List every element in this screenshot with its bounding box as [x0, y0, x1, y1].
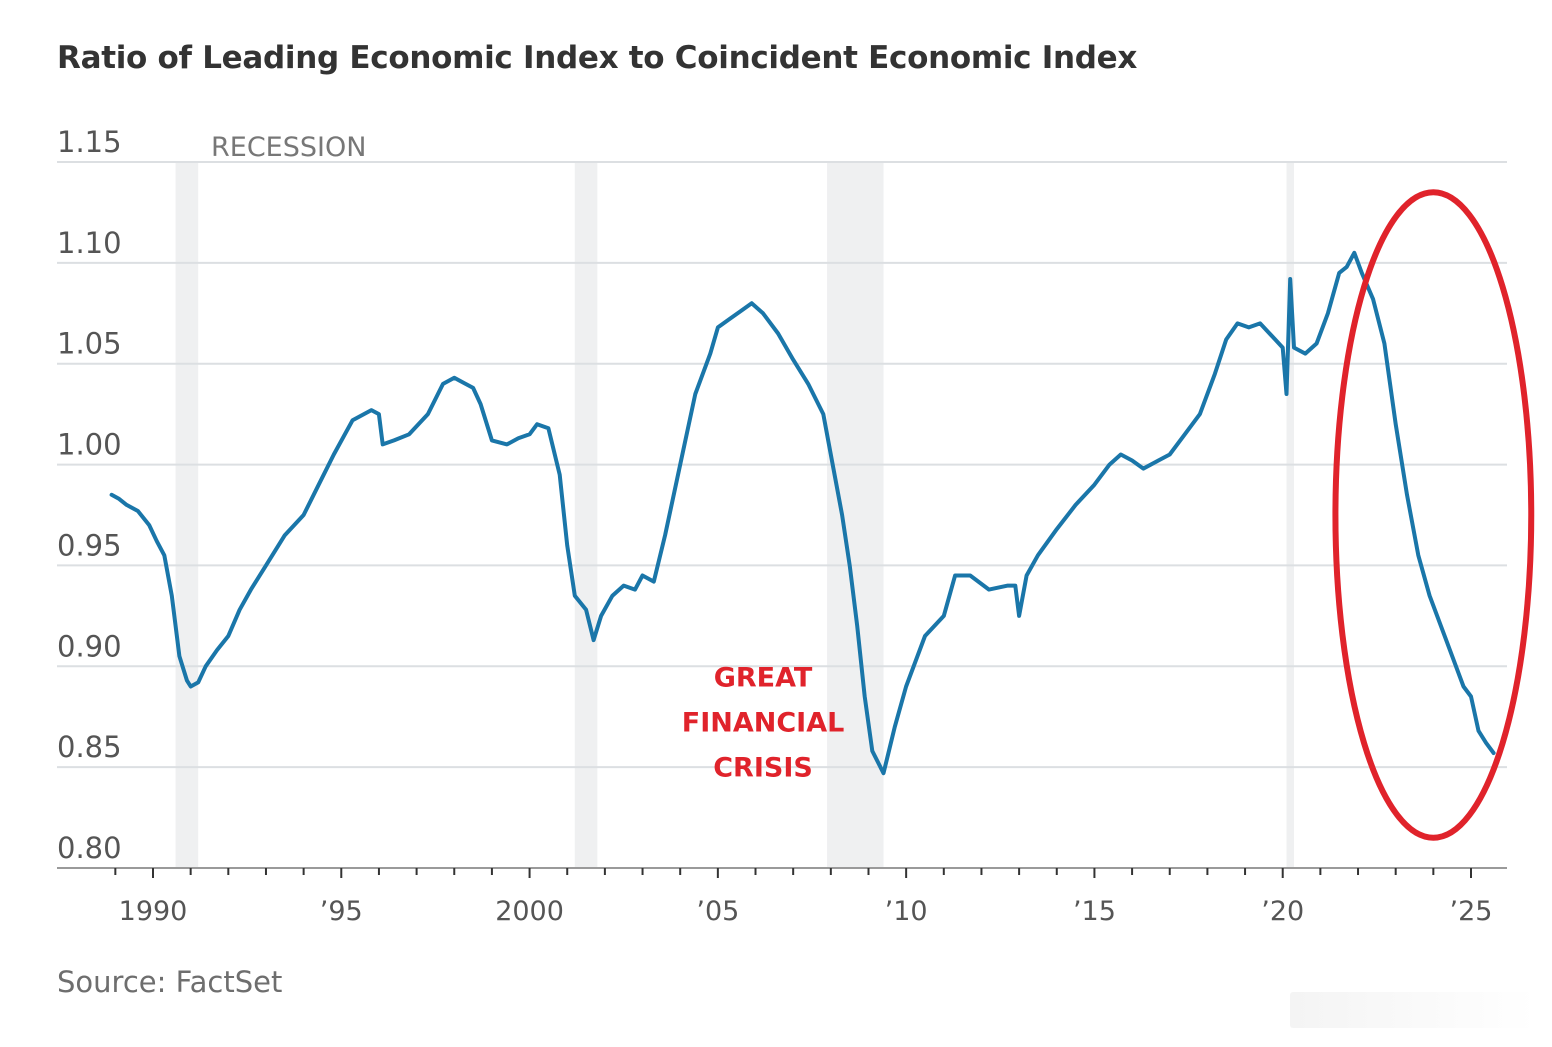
gfc-annotation-line-1: FINANCIAL	[682, 707, 845, 738]
x-tick-label-3: ’05	[696, 896, 739, 927]
recession-bands	[175, 162, 1295, 868]
y-tick-label-0: 0.80	[57, 831, 122, 865]
x-axis-ticks: 1990 ’95 2000 ’05 ’10 ’15 ’20 ’25	[119, 896, 1493, 927]
recession-label: RECESSION	[211, 132, 366, 163]
x-tick-label-7: ’25	[1450, 896, 1493, 927]
x-axis	[57, 867, 1507, 878]
x-tick-label-1: ’95	[320, 896, 363, 927]
recession-band-1	[574, 162, 598, 868]
recession-band-3	[1286, 162, 1295, 868]
x-tick-label-6: ’20	[1261, 896, 1304, 927]
y-tick-label-5: 1.05	[57, 327, 122, 361]
series-layer	[109, 250, 1496, 776]
recession-band-2	[827, 162, 884, 868]
highlight-ellipse	[1332, 189, 1535, 841]
annotations: GREAT FINANCIAL CRISIS	[682, 189, 1535, 841]
x-tick-label-4: ’10	[885, 896, 928, 927]
chart-title: Ratio of Leading Economic Index to Coinc…	[57, 40, 1138, 76]
y-tick-label-6: 1.10	[57, 226, 122, 260]
x-tick-label-2: 2000	[495, 896, 564, 927]
y-tick-label-4: 1.00	[57, 428, 122, 462]
y-tick-label-7: 1.15	[57, 125, 122, 159]
watermark-strip	[1290, 992, 1536, 1028]
gfc-annotation-line-0: GREAT	[714, 662, 813, 693]
series-line-0	[109, 250, 1496, 776]
recession-band-0	[175, 162, 199, 868]
y-tick-label-2: 0.90	[57, 629, 122, 663]
y-axis-ticks: 0.80 0.85 0.90 0.95 1.00 1.05 1.10 1.15	[57, 125, 122, 865]
x-tick-label-0: 1990	[119, 896, 188, 927]
y-tick-label-1: 0.85	[57, 730, 122, 764]
gfc-annotation-line-2: CRISIS	[713, 752, 813, 783]
gridlines	[57, 161, 1507, 769]
y-tick-label-3: 0.95	[57, 528, 122, 562]
source-note: Source: FactSet	[57, 965, 283, 999]
x-tick-label-5: ’15	[1073, 896, 1116, 927]
